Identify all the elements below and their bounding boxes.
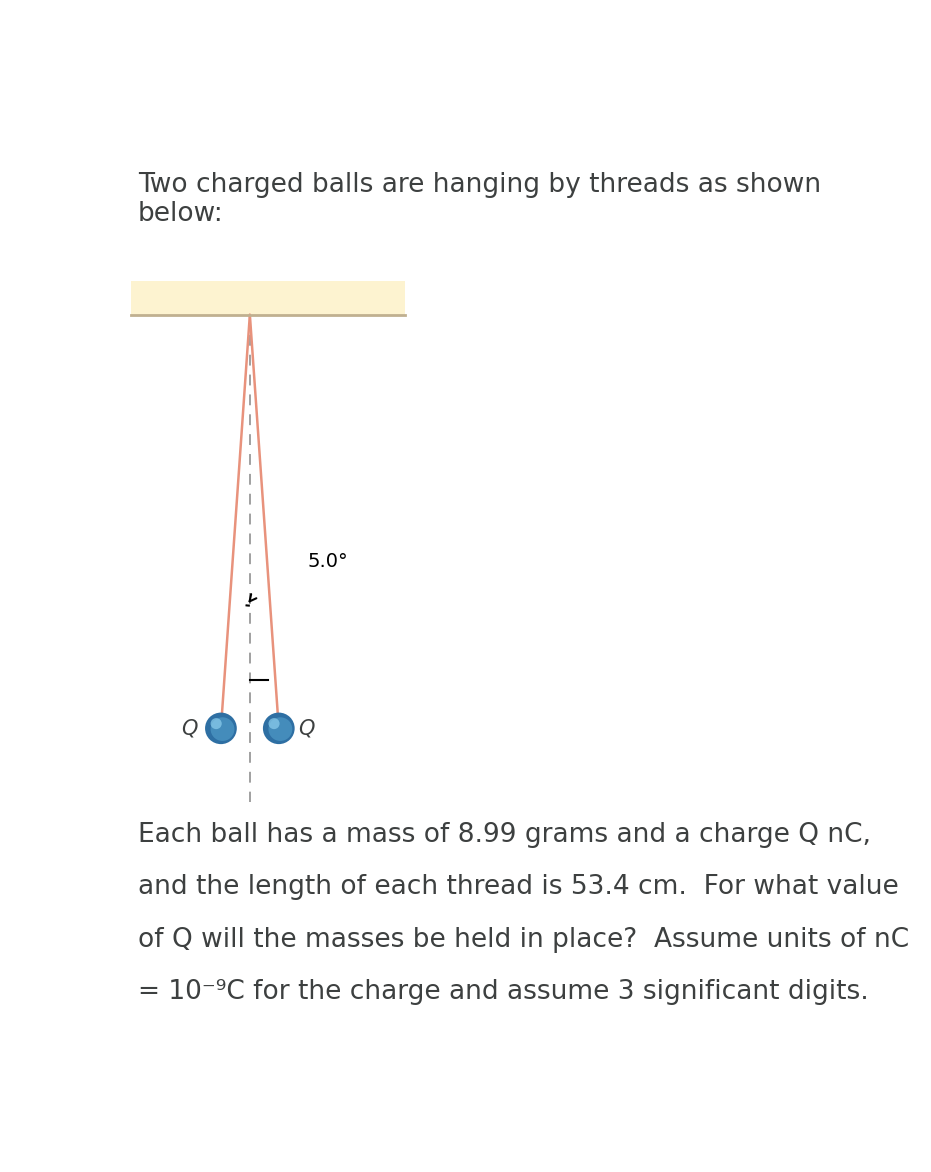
- Text: = 10⁻⁹C for the charge and assume 3 significant digits.: = 10⁻⁹C for the charge and assume 3 sign…: [138, 979, 869, 1006]
- Text: Two charged balls are hanging by threads as shown: Two charged balls are hanging by threads…: [138, 172, 821, 198]
- Ellipse shape: [205, 713, 236, 744]
- Ellipse shape: [210, 717, 235, 741]
- Text: of Q will the masses be held in place?  Assume units of nC: of Q will the masses be held in place? A…: [138, 927, 910, 953]
- Ellipse shape: [268, 717, 292, 741]
- Bar: [130, 280, 405, 315]
- Text: 5.0°: 5.0°: [307, 552, 348, 572]
- Ellipse shape: [263, 713, 294, 744]
- Text: below:: below:: [138, 202, 223, 227]
- Ellipse shape: [210, 718, 222, 729]
- Text: Each ball has a mass of 8.99 grams and a charge Q nC,: Each ball has a mass of 8.99 grams and a…: [138, 822, 871, 849]
- Text: Q: Q: [298, 718, 315, 738]
- Text: Q: Q: [182, 718, 198, 738]
- Text: and the length of each thread is 53.4 cm.  For what value: and the length of each thread is 53.4 cm…: [138, 874, 898, 900]
- Ellipse shape: [268, 718, 279, 729]
